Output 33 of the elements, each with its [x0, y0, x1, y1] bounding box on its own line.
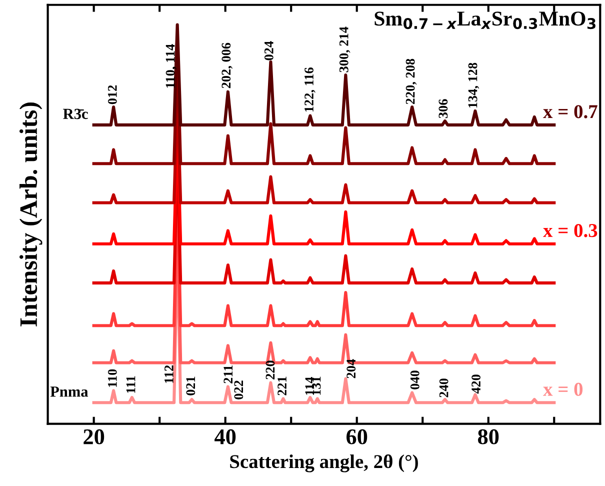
series-label: x = 0.3	[543, 224, 598, 238]
annotation: 012	[108, 85, 117, 104]
annotation: 420	[472, 374, 480, 394]
annotation: 024	[264, 41, 274, 60]
series-label: x = 0.7	[543, 105, 598, 118]
annotation: 221	[278, 376, 286, 396]
annotation: 220, 208	[406, 58, 417, 104]
annotation: 022	[234, 380, 244, 400]
annotation: 112	[164, 365, 174, 383]
annotation: 211	[224, 366, 232, 384]
annotation: 122, 116	[304, 68, 316, 112]
x-tick-label: 20	[84, 429, 104, 444]
annotation: 040	[410, 370, 420, 390]
y-axis-title: Intensity (Arb. units)	[19, 102, 42, 326]
annotation: R3̄c	[63, 108, 88, 120]
x-axis-title: Scattering angle, 2θ (°)	[230, 454, 418, 472]
x-tick-label: 40	[214, 429, 236, 444]
annotation: 220	[266, 360, 275, 380]
annotation: 110, 114	[166, 44, 177, 88]
annotation: 111	[126, 376, 136, 393]
annotation: 110	[108, 369, 117, 387]
annotation: 021	[186, 376, 196, 396]
annotation: 300, 214	[339, 26, 350, 72]
annotation: 306	[438, 99, 448, 118]
chart-title: Sm$_{0.7−x}$La$_{x}$Sr$_{0.3}$MnO$_{3}$	[374, 12, 596, 30]
annotation: 134, 128	[468, 62, 480, 108]
annotation: 202, 006	[222, 42, 233, 88]
series-label: x = 0	[543, 382, 583, 396]
x-tick-label: 60	[346, 429, 368, 444]
x-tick-label: 80	[478, 429, 499, 444]
annotation: Pnma	[50, 386, 88, 397]
annotation: 204	[346, 359, 356, 378]
annotation: 240	[439, 378, 448, 398]
